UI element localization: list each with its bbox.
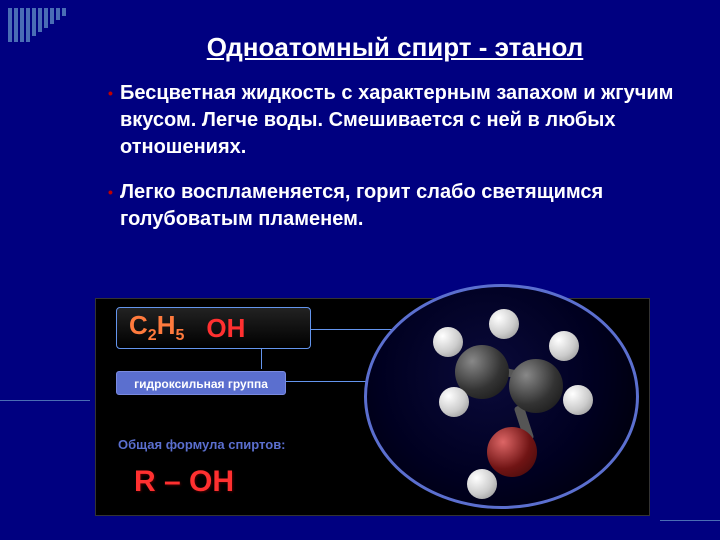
chemistry-diagram: C2H5 OH гидроксильная группа Общая форму… — [95, 298, 650, 516]
divider-right — [660, 520, 720, 521]
molecule-3d-wrap — [364, 284, 639, 509]
formula-column: C2H5 OH гидроксильная группа — [116, 299, 346, 395]
atom-hydrogen — [563, 385, 593, 415]
decor-bar — [32, 8, 36, 36]
decor-bar — [62, 8, 66, 16]
decor-bar — [56, 8, 60, 20]
bullet-item: Бесцветная жидкость с характерным запахо… — [120, 80, 690, 161]
slide-title: Одноатомный спирт - этанол — [115, 32, 675, 63]
atom-hydrogen — [433, 327, 463, 357]
atom-hydrogen — [549, 331, 579, 361]
decor-bar — [50, 8, 54, 24]
formula-ethyl: C2H5 — [129, 310, 184, 345]
decor-bar — [8, 8, 12, 42]
decor-bar — [20, 8, 24, 42]
atom-hydrogen — [467, 469, 497, 499]
decor-bar — [38, 8, 42, 32]
ethanol-formula-box: C2H5 OH — [116, 307, 311, 349]
atom-carbon — [509, 359, 563, 413]
decor-bar — [44, 8, 48, 28]
hydroxyl-group-box: гидроксильная группа — [116, 371, 286, 395]
bullet-item: Легко воспламеняется, горит слабо светящ… — [120, 179, 690, 233]
corner-decoration — [8, 8, 68, 42]
decor-bar — [26, 8, 30, 42]
divider-left — [0, 400, 90, 401]
molecule-3d-oval — [364, 284, 639, 509]
formula-hydroxyl: OH — [206, 313, 245, 344]
atom-oxygen — [487, 427, 537, 477]
decor-bar — [14, 8, 18, 42]
general-formula: R – OH — [134, 465, 234, 499]
general-formula-label: Общая формула спиртов: — [118, 437, 286, 452]
atom-hydrogen — [489, 309, 519, 339]
bullet-list: Бесцветная жидкость с характерным запахо… — [120, 80, 690, 251]
atom-hydrogen — [439, 387, 469, 417]
